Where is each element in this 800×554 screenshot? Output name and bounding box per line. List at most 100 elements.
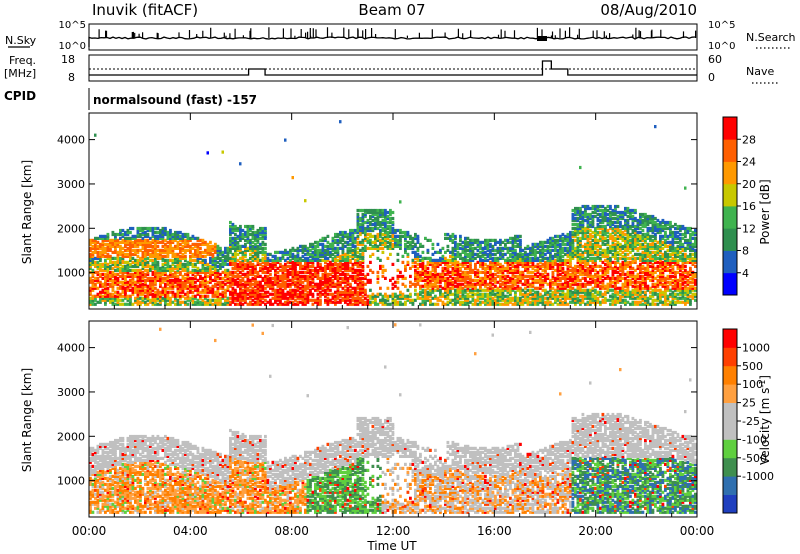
power-cell [139,292,142,296]
power-cell [291,176,294,180]
power-cell [189,260,192,264]
power-cell [246,246,250,250]
power-cell [379,238,382,242]
power-cell [386,246,390,250]
power-cell [204,270,207,274]
power-cell [154,248,157,252]
power-cell [194,296,197,300]
power-cell [136,250,140,254]
power-cell [539,258,542,262]
power-cell [479,254,482,258]
power-cell [289,296,292,300]
power-cell [456,242,460,246]
power-cell [159,236,162,240]
power-cell [114,260,117,264]
power-cell [336,246,340,250]
power-cell [419,286,422,290]
power-cell [341,280,345,284]
power-cell [111,270,115,274]
power-cell [246,296,250,300]
power-cell [176,290,180,294]
power-cell [584,262,587,266]
power-cell [176,286,180,290]
power-cell [414,298,417,302]
power-cell [409,280,412,284]
power-cell [471,250,475,254]
power-cell [479,260,482,264]
power-cell [324,298,327,302]
power-cell [571,300,575,304]
power-cell [504,260,507,264]
power-cell [314,244,317,248]
power-cell [196,286,200,290]
power-cell [534,302,537,306]
power-cell [421,250,425,254]
power-cell [314,288,317,292]
power-cell [324,254,327,258]
power-cell [249,246,252,250]
power-cell [244,280,247,284]
power-cell [361,290,365,294]
power-cell [101,242,105,246]
power-cell [289,292,292,296]
power-cell [311,280,315,284]
power-cell [269,252,272,256]
power-cell [444,296,447,300]
power-cell [186,280,190,284]
power-cell [569,262,572,266]
power-cell [536,264,540,268]
power-cell [304,248,307,252]
power-cell [284,262,287,266]
power-cell [481,252,485,256]
power-cell [116,254,120,258]
power-cell [164,260,167,264]
power-cell [526,284,530,288]
power-cell [321,286,325,290]
power-cell [431,246,435,250]
power-cell [469,260,472,264]
power-cell [584,264,587,268]
power-cell [261,266,265,270]
power-cell [584,208,587,213]
power-cell [534,280,537,284]
power-cell [104,280,107,284]
power-cell [581,232,585,237]
power-cell [139,284,142,288]
power-cell [119,256,122,260]
power-cell [279,300,282,304]
power-cell [181,294,185,298]
power-cell [146,294,150,298]
power-cell [171,272,175,276]
power-cell [301,284,305,288]
power-cell [164,300,167,304]
power-cell [229,272,232,276]
power-cell [99,298,102,302]
power-cell [269,268,272,272]
power-cell [329,278,332,282]
power-cell [401,294,405,298]
power-cell [344,234,347,238]
power-cell [521,274,525,278]
power-cell [209,286,212,290]
power-cell [169,246,172,250]
power-cell [581,250,585,254]
power-cell [234,302,237,306]
power-cell [449,288,452,292]
power-cell [456,250,460,254]
power-cell [151,296,155,300]
power-cell [329,246,332,250]
power-cell [144,226,147,231]
power-cell [176,274,180,278]
power-cell [106,262,110,266]
power-cell [194,284,197,288]
power-cell [281,296,285,300]
power-cell [466,252,470,256]
power-cell [221,252,225,256]
power-cell [249,270,252,274]
power-cell [284,294,287,298]
power-cell [574,212,577,217]
power-cell [499,238,502,242]
power-cell [201,294,205,298]
power-cell [329,268,332,272]
power-cell [261,286,265,290]
